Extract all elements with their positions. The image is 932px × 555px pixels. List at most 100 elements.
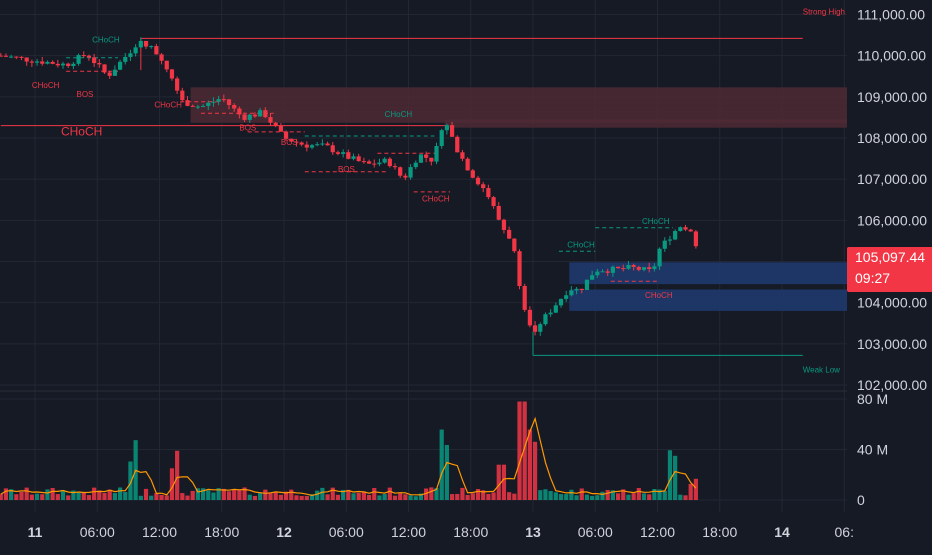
candle-body[interactable] bbox=[667, 239, 673, 241]
candle-body[interactable] bbox=[268, 117, 273, 123]
candle-body[interactable] bbox=[159, 54, 164, 61]
candle-body[interactable] bbox=[392, 166, 398, 168]
candle-body[interactable] bbox=[143, 40, 149, 47]
candle-body[interactable] bbox=[626, 264, 631, 269]
candle-body[interactable] bbox=[403, 175, 408, 178]
candle-body[interactable] bbox=[278, 125, 283, 132]
candle-body[interactable] bbox=[289, 138, 294, 142]
candle-body[interactable] bbox=[294, 141, 299, 143]
candle-body[interactable] bbox=[29, 61, 34, 63]
candle-body[interactable] bbox=[19, 56, 24, 58]
candle-body[interactable] bbox=[460, 152, 465, 159]
candle-body[interactable] bbox=[195, 106, 200, 108]
candle-body[interactable] bbox=[34, 61, 40, 63]
candle-body[interactable] bbox=[465, 158, 470, 171]
candle-body[interactable] bbox=[0, 55, 3, 57]
candle-body[interactable] bbox=[444, 125, 449, 131]
candle-body[interactable] bbox=[40, 61, 45, 64]
candle-body[interactable] bbox=[325, 143, 330, 146]
candle-body[interactable] bbox=[341, 152, 346, 154]
candle-body[interactable] bbox=[81, 55, 86, 57]
candle-body[interactable] bbox=[382, 158, 387, 163]
candle-body[interactable] bbox=[92, 57, 97, 64]
candle-body[interactable] bbox=[112, 69, 117, 76]
candle-body[interactable] bbox=[258, 110, 263, 117]
candle-body[interactable] bbox=[600, 271, 605, 273]
candle-body[interactable] bbox=[678, 227, 683, 231]
candle-body[interactable] bbox=[553, 305, 558, 313]
candle-body[interactable] bbox=[398, 167, 403, 176]
candle-body[interactable] bbox=[569, 290, 574, 296]
candle-body[interactable] bbox=[123, 56, 128, 62]
candle-body[interactable] bbox=[169, 69, 175, 79]
candle-body[interactable] bbox=[66, 63, 71, 66]
candle-body[interactable] bbox=[475, 177, 481, 185]
candle-body[interactable] bbox=[206, 102, 211, 106]
candle-body[interactable] bbox=[45, 61, 50, 64]
candle-body[interactable] bbox=[424, 154, 429, 158]
candle-body[interactable] bbox=[538, 324, 543, 332]
candle-body[interactable] bbox=[434, 145, 439, 162]
candle-body[interactable] bbox=[558, 298, 564, 306]
candle-body[interactable] bbox=[662, 240, 667, 249]
candle-body[interactable] bbox=[532, 325, 538, 332]
candle-body[interactable] bbox=[164, 60, 169, 70]
candle-body[interactable] bbox=[610, 266, 615, 273]
candle-body[interactable] bbox=[330, 145, 335, 153]
candle-body[interactable] bbox=[652, 266, 657, 269]
candle-body[interactable] bbox=[621, 268, 626, 270]
candle-body[interactable] bbox=[185, 100, 190, 106]
candle-body[interactable] bbox=[517, 251, 522, 286]
candle-body[interactable] bbox=[579, 288, 584, 290]
candle-body[interactable] bbox=[86, 55, 92, 58]
candle-body[interactable] bbox=[273, 122, 278, 126]
candle-body[interactable] bbox=[320, 143, 325, 145]
candle-body[interactable] bbox=[190, 105, 195, 107]
candle-body[interactable] bbox=[564, 295, 569, 299]
candle-body[interactable] bbox=[263, 110, 268, 118]
candle-body[interactable] bbox=[226, 99, 232, 105]
candle-body[interactable] bbox=[584, 279, 590, 290]
candle-body[interactable] bbox=[55, 63, 60, 66]
candle-body[interactable] bbox=[175, 78, 180, 91]
candle-body[interactable] bbox=[200, 105, 206, 107]
candle-body[interactable] bbox=[590, 275, 595, 280]
candle-body[interactable] bbox=[496, 206, 501, 220]
candle-body[interactable] bbox=[71, 63, 76, 66]
candle-body[interactable] bbox=[527, 309, 532, 326]
candle-body[interactable] bbox=[356, 156, 361, 162]
candle-body[interactable] bbox=[14, 56, 19, 58]
candle-body[interactable] bbox=[3, 55, 9, 57]
candle-body[interactable] bbox=[512, 238, 517, 252]
candle-body[interactable] bbox=[102, 64, 107, 73]
candle-body[interactable] bbox=[138, 40, 143, 48]
candle-body[interactable] bbox=[657, 248, 662, 267]
candle-body[interactable] bbox=[9, 56, 14, 58]
candle-body[interactable] bbox=[60, 63, 66, 66]
candle-body[interactable] bbox=[304, 144, 309, 148]
candle-body[interactable] bbox=[149, 46, 154, 48]
candle-body[interactable] bbox=[688, 229, 693, 232]
candle-body[interactable] bbox=[237, 108, 242, 115]
candle-body[interactable] bbox=[595, 271, 600, 276]
candle-body[interactable] bbox=[429, 157, 434, 162]
candle-body[interactable] bbox=[309, 145, 315, 148]
candle-body[interactable] bbox=[605, 271, 610, 273]
candle-body[interactable] bbox=[361, 161, 366, 163]
candle-body[interactable] bbox=[543, 314, 548, 325]
candle-body[interactable] bbox=[683, 227, 688, 230]
candle-body[interactable] bbox=[501, 219, 507, 230]
candle-body[interactable] bbox=[548, 312, 553, 315]
candle-body[interactable] bbox=[636, 266, 641, 270]
candle-body[interactable] bbox=[673, 230, 678, 240]
candle-body[interactable] bbox=[455, 136, 460, 153]
candle-body[interactable] bbox=[574, 288, 579, 291]
candle-body[interactable] bbox=[615, 266, 621, 269]
candle-body[interactable] bbox=[372, 163, 377, 165]
candle-body[interactable] bbox=[154, 46, 159, 55]
candle-body[interactable] bbox=[247, 114, 252, 120]
candle-body[interactable] bbox=[486, 188, 491, 198]
candle-body[interactable] bbox=[133, 47, 138, 54]
candle-body[interactable] bbox=[413, 162, 418, 168]
